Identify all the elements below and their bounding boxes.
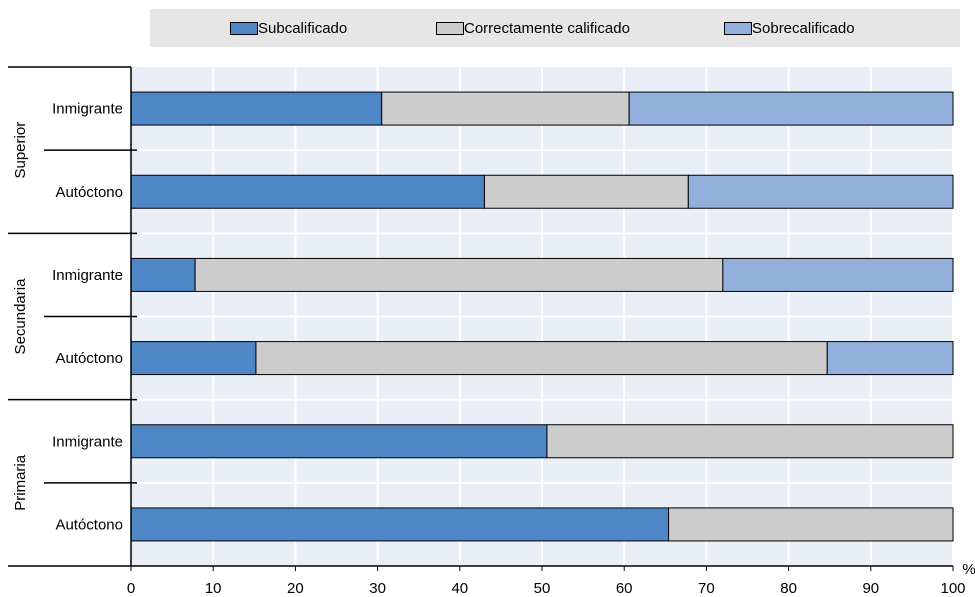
bar-sobrecalificado xyxy=(628,91,954,126)
legend-label-sobrecalificado: Sobrecalificado xyxy=(752,20,855,37)
category-label: Inmigrante xyxy=(52,433,123,450)
category-label: Inmigrante xyxy=(52,267,123,284)
bar-sobrecalificado xyxy=(722,257,954,292)
bar-correctamente-calificado xyxy=(483,174,689,209)
legend-label-subcalificado: Subcalificado xyxy=(258,20,348,37)
bar-subcalificado xyxy=(130,424,548,459)
bar-subcalificado xyxy=(130,174,485,209)
category-label: Autóctono xyxy=(55,350,123,367)
legend-item-correctamente-calificado: Correctamente calificado xyxy=(436,20,630,37)
x-tick-label: 90 xyxy=(862,580,879,597)
bar-subcalificado xyxy=(130,507,670,542)
group-label: Secundaria xyxy=(12,278,29,355)
x-tick-label: 50 xyxy=(534,580,551,597)
bar-correctamente-calificado xyxy=(255,341,828,376)
x-tick-label: 80 xyxy=(780,580,797,597)
group-label: Primaria xyxy=(12,454,29,510)
legend-swatch-sobrecalificado xyxy=(724,22,752,35)
x-tick-label: 10 xyxy=(205,580,222,597)
bar-correctamente-calificado xyxy=(546,424,954,459)
group-label: Superior xyxy=(12,122,29,179)
bar-correctamente-calificado xyxy=(381,91,630,126)
legend-item-subcalificado: Subcalificado xyxy=(230,20,347,37)
x-tick-label: 70 xyxy=(698,580,715,597)
x-unit-label: % xyxy=(962,561,975,578)
category-label: Autóctono xyxy=(55,516,123,533)
x-tick-label: 60 xyxy=(616,580,633,597)
x-tick-label: 30 xyxy=(369,580,386,597)
bar-correctamente-calificado xyxy=(194,257,724,292)
legend-swatch-subcalificado xyxy=(230,22,258,35)
category-label: Inmigrante xyxy=(52,101,123,118)
x-tick-label: 0 xyxy=(127,580,135,597)
bar-correctamente-calificado xyxy=(668,507,954,542)
x-tick-label: 100 xyxy=(940,580,965,597)
bar-sobrecalificado xyxy=(826,341,954,376)
category-label: Autóctono xyxy=(55,184,123,201)
legend-swatch-correctamente-calificado xyxy=(436,22,464,35)
legend-label-correctamente-calificado: Correctamente calificado xyxy=(464,20,630,37)
legend: Subcalificado Correctamente calificado S… xyxy=(150,9,960,47)
bar-subcalificado xyxy=(130,257,196,292)
legend-item-sobrecalificado: Sobrecalificado xyxy=(724,20,855,37)
x-tick-label: 20 xyxy=(287,580,304,597)
bar-subcalificado xyxy=(130,91,383,126)
bar-subcalificado xyxy=(130,341,257,376)
x-tick-label: 40 xyxy=(451,580,468,597)
bar-sobrecalificado xyxy=(687,174,954,209)
